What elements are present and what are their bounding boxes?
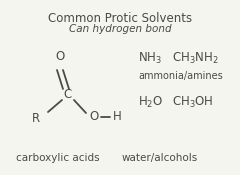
Text: H$_2$O: H$_2$O xyxy=(138,94,163,110)
Text: O: O xyxy=(89,110,99,124)
Text: O: O xyxy=(55,51,65,64)
Text: carboxylic acids: carboxylic acids xyxy=(16,153,100,163)
Text: C: C xyxy=(64,89,72,101)
Text: CH$_3$NH$_2$: CH$_3$NH$_2$ xyxy=(172,50,219,66)
Text: Can hydrogen bond: Can hydrogen bond xyxy=(69,24,171,34)
Text: R: R xyxy=(32,113,40,125)
Text: water/alcohols: water/alcohols xyxy=(122,153,198,163)
Text: H: H xyxy=(113,110,121,124)
Text: Common Protic Solvents: Common Protic Solvents xyxy=(48,12,192,25)
Text: NH$_3$: NH$_3$ xyxy=(138,50,162,66)
Text: CH$_3$OH: CH$_3$OH xyxy=(172,94,214,110)
Text: ammonia/amines: ammonia/amines xyxy=(138,71,223,81)
